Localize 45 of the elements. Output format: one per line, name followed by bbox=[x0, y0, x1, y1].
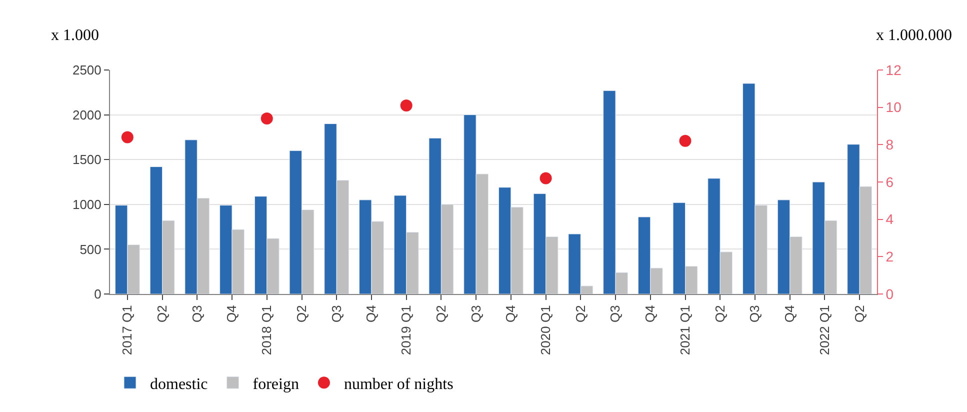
legend-label: number of nights bbox=[344, 376, 454, 393]
y-tick-label: 2500 bbox=[72, 62, 102, 78]
x-tick-label: Q3 bbox=[328, 305, 344, 323]
legend-label: domestic bbox=[150, 376, 208, 393]
x-tick-label: Q3 bbox=[468, 305, 484, 323]
x-tick-label: Q4 bbox=[364, 305, 379, 323]
x-tick-label: 2021 Q1 bbox=[677, 305, 692, 356]
y-tick-label: 500 bbox=[80, 242, 102, 257]
point bbox=[540, 172, 552, 184]
legend-label: foreign bbox=[252, 376, 299, 393]
x-tick-label: Q4 bbox=[503, 305, 518, 323]
point bbox=[400, 99, 412, 112]
x-tick-label: 2020 Q1 bbox=[538, 305, 554, 356]
x-tick-label: Q3 bbox=[189, 305, 204, 323]
y2-tick-label: 12 bbox=[886, 62, 902, 78]
y-tick-label: 2000 bbox=[72, 107, 102, 122]
y2-tick-label: 6 bbox=[886, 174, 894, 190]
y2-tick-label: 10 bbox=[886, 99, 902, 116]
x-tick-label: 2022 Q1 bbox=[816, 305, 832, 356]
x-tick-label: Q4 bbox=[782, 305, 798, 323]
y2-axis-title: x 1.000.000 bbox=[876, 27, 952, 44]
y2-tick-label: 2 bbox=[886, 248, 894, 265]
x-tick-label: Q2 bbox=[294, 305, 309, 323]
y2-tick-label: 4 bbox=[886, 211, 894, 228]
y-axis-title: x 1.000 bbox=[51, 27, 99, 44]
y-tick-label: 0 bbox=[94, 286, 102, 302]
x-tick-label: Q2 bbox=[433, 305, 448, 323]
x-tick-label: Q4 bbox=[642, 305, 658, 323]
y-tick-label: 1500 bbox=[72, 152, 102, 168]
point bbox=[121, 131, 134, 144]
x-tick-label: 2019 Q1 bbox=[398, 305, 414, 356]
y-tick-label: 1000 bbox=[72, 196, 102, 212]
x-tick-label: Q3 bbox=[608, 305, 623, 323]
x-tick-label: Q4 bbox=[224, 305, 240, 323]
point bbox=[260, 112, 273, 125]
y2-tick-label: 0 bbox=[886, 286, 894, 302]
x-tick-label: 2017 Q1 bbox=[120, 305, 135, 356]
x-tick-label: Q2 bbox=[154, 305, 170, 323]
x-tick-label: Q2 bbox=[852, 305, 867, 323]
point bbox=[679, 134, 692, 147]
x-tick-label: Q2 bbox=[712, 305, 728, 323]
x-tick-label: Q3 bbox=[747, 305, 762, 323]
x-tick-label: Q2 bbox=[572, 305, 588, 323]
y2-tick-label: 8 bbox=[886, 136, 894, 153]
x-tick-label: 2018 Q1 bbox=[259, 305, 274, 356]
